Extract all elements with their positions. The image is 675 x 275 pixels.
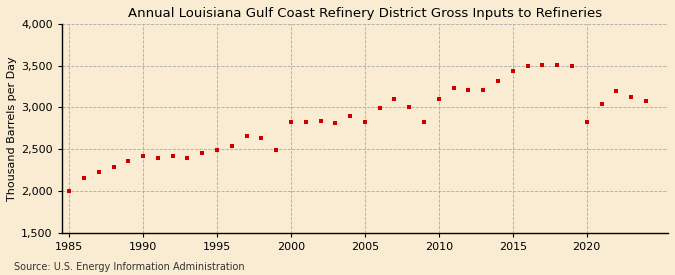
Point — [93, 169, 104, 174]
Point — [256, 136, 267, 141]
Point — [108, 164, 119, 169]
Point — [418, 119, 429, 124]
Point — [360, 119, 371, 124]
Point — [167, 153, 178, 158]
Point — [641, 98, 651, 103]
Point — [478, 88, 489, 92]
Point — [300, 120, 311, 125]
Point — [271, 148, 281, 152]
Point — [537, 63, 547, 67]
Point — [626, 95, 637, 100]
Point — [522, 64, 533, 69]
Point — [315, 119, 326, 123]
Point — [241, 134, 252, 138]
Point — [448, 86, 459, 90]
Point — [566, 64, 577, 69]
Point — [330, 121, 341, 125]
Point — [389, 97, 400, 101]
Point — [345, 114, 356, 118]
Point — [212, 148, 223, 152]
Point — [197, 151, 208, 155]
Point — [138, 153, 148, 158]
Point — [404, 105, 414, 109]
Point — [63, 189, 74, 193]
Point — [375, 106, 385, 110]
Text: Source: U.S. Energy Information Administration: Source: U.S. Energy Information Administ… — [14, 262, 244, 272]
Y-axis label: Thousand Barrels per Day: Thousand Barrels per Day — [7, 56, 17, 200]
Title: Annual Louisiana Gulf Coast Refinery District Gross Inputs to Refineries: Annual Louisiana Gulf Coast Refinery Dis… — [128, 7, 602, 20]
Point — [286, 119, 296, 124]
Point — [508, 69, 518, 74]
Point — [596, 102, 607, 106]
Point — [433, 97, 444, 101]
Point — [463, 88, 474, 92]
Point — [551, 63, 562, 67]
Point — [78, 176, 89, 180]
Point — [493, 78, 504, 83]
Point — [182, 156, 193, 160]
Point — [611, 89, 622, 94]
Point — [123, 159, 134, 163]
Point — [226, 144, 237, 148]
Point — [581, 120, 592, 125]
Point — [153, 156, 163, 160]
